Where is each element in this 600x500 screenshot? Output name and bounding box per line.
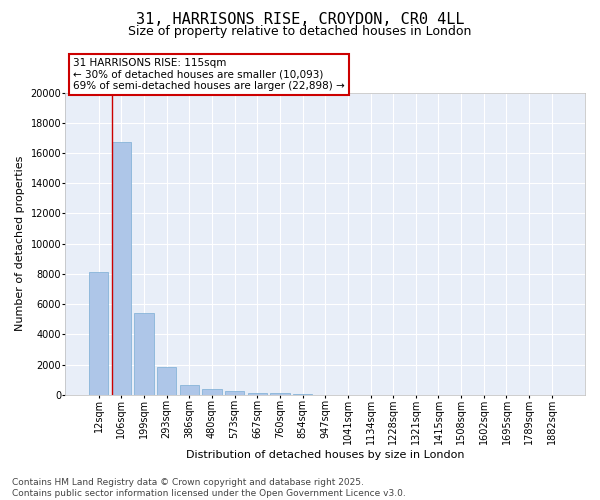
Y-axis label: Number of detached properties: Number of detached properties [15, 156, 25, 332]
Bar [134, 313, 154, 395]
Text: Size of property relative to detached houses in London: Size of property relative to detached ho… [128, 25, 472, 38]
Bar [179, 385, 199, 395]
Bar [157, 367, 176, 395]
Bar [271, 394, 290, 395]
Bar [248, 392, 267, 395]
Bar [225, 392, 244, 395]
X-axis label: Distribution of detached houses by size in London: Distribution of detached houses by size … [186, 450, 464, 460]
Bar [112, 142, 131, 395]
Text: 31, HARRISONS RISE, CROYDON, CR0 4LL: 31, HARRISONS RISE, CROYDON, CR0 4LL [136, 12, 464, 28]
Text: Contains HM Land Registry data © Crown copyright and database right 2025.
Contai: Contains HM Land Registry data © Crown c… [12, 478, 406, 498]
Bar [202, 390, 221, 395]
Text: 31 HARRISONS RISE: 115sqm
← 30% of detached houses are smaller (10,093)
69% of s: 31 HARRISONS RISE: 115sqm ← 30% of detac… [73, 58, 345, 91]
Bar [89, 272, 109, 395]
